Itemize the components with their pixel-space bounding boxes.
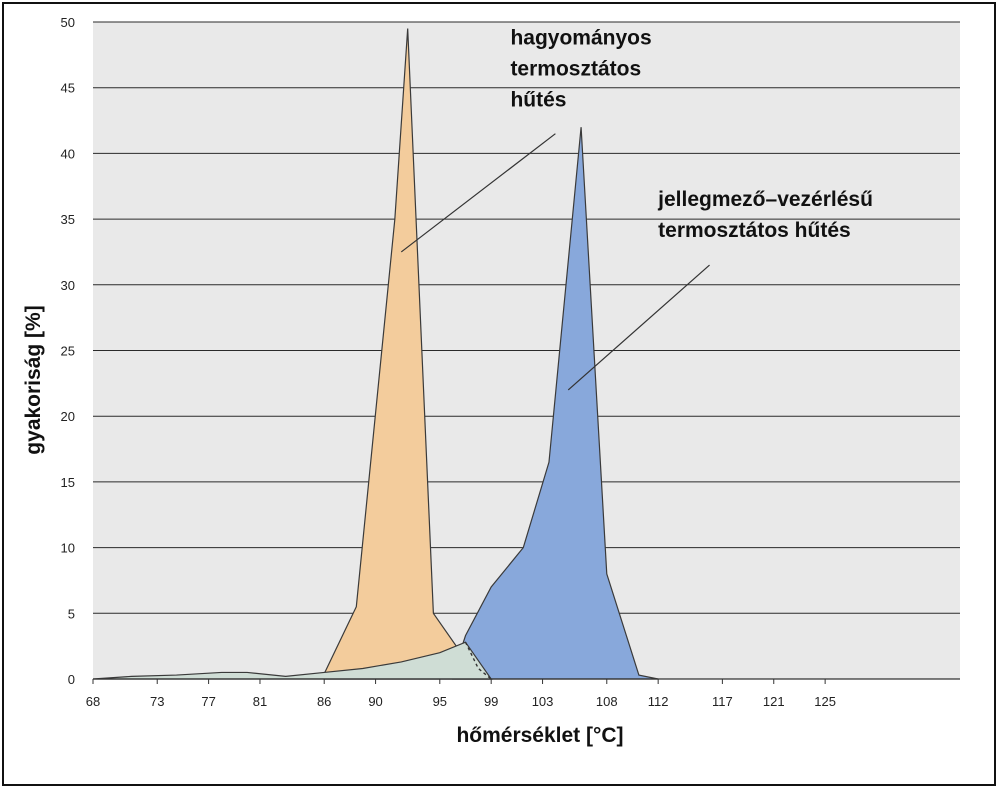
- annotations: hagyományos termosztátos hűtés jellegmező–v…: [400, 26, 873, 391]
- x-tick-label: 81: [253, 694, 267, 709]
- annotation-text: termosztátos: [510, 57, 641, 80]
- y-tick-label: 20: [61, 409, 75, 424]
- y-tick-label: 40: [61, 146, 75, 161]
- x-tick-label: 103: [532, 694, 554, 709]
- x-tick-label: 90: [368, 694, 382, 709]
- axes: [92, 678, 960, 684]
- y-tick-label: 0: [68, 672, 75, 687]
- y-tick-label: 35: [61, 212, 75, 227]
- y-tick-label: 45: [61, 81, 75, 96]
- y-tick-label: 15: [61, 475, 75, 490]
- x-tick-label: 121: [763, 694, 785, 709]
- x-tick-label: 73: [150, 694, 164, 709]
- y-tick-label: 10: [61, 541, 75, 556]
- y-tick-labels: 0 5 10 15 20 25 30 35 40 45 50: [61, 15, 75, 687]
- x-tick-label: 112: [648, 694, 669, 709]
- x-tick-label: 125: [814, 694, 836, 709]
- y-tick-label: 50: [61, 15, 75, 30]
- x-tick-label: 95: [433, 694, 447, 709]
- annotation-text: hagyományos: [510, 26, 651, 49]
- x-axis-title: hőmérséklet [°C]: [456, 724, 623, 747]
- annotation-text: hűtés: [510, 88, 566, 111]
- annotation-pointer: [400, 133, 556, 253]
- x-tick-label: 68: [86, 694, 100, 709]
- x-tick-labels: 68 73 77 81 86 90 95 99 103 108 112 117 121 125: [86, 694, 836, 709]
- annotation-text: termosztátos hűtés: [658, 219, 851, 242]
- x-tick-label: 117: [712, 694, 733, 709]
- y-tick-label: 30: [61, 278, 75, 293]
- x-tick-label: 108: [596, 694, 618, 709]
- annotation-text: jellegmező–vezérlésű: [657, 188, 873, 211]
- x-tick-label: 77: [201, 694, 215, 709]
- x-tick-label: 99: [484, 694, 498, 709]
- y-axis-title: gyakoriság [%]: [22, 305, 45, 454]
- x-tick-label: 86: [317, 694, 331, 709]
- annotation-pointer: [567, 264, 710, 391]
- y-tick-label: 5: [68, 606, 75, 621]
- y-tick-label: 25: [61, 344, 75, 359]
